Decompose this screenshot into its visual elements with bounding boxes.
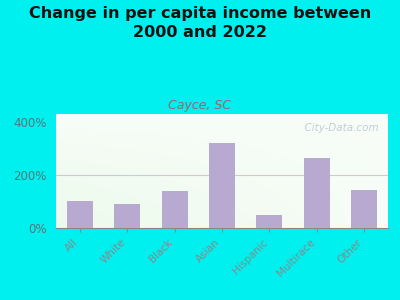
- Text: City-Data.com: City-Data.com: [298, 123, 379, 133]
- Bar: [304, 158, 330, 228]
- Bar: [162, 191, 188, 228]
- Bar: [256, 215, 282, 228]
- Bar: [209, 143, 235, 228]
- Text: Change in per capita income between
2000 and 2022: Change in per capita income between 2000…: [29, 6, 371, 40]
- Text: Cayce, SC: Cayce, SC: [168, 99, 232, 112]
- Bar: [67, 202, 93, 228]
- Bar: [351, 190, 377, 228]
- Bar: [114, 204, 140, 228]
